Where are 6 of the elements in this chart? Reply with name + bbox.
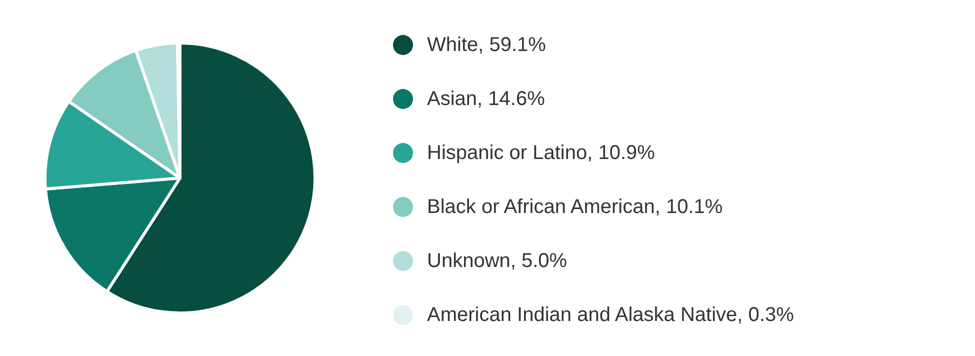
legend-label: Unknown, 5.0% [427,250,568,272]
legend-label: White, 59.1% [427,34,546,56]
legend-label: American Indian and Alaska Native, 0.3% [427,304,794,326]
legend-label: Asian, 14.6% [427,88,546,110]
legend-label: Hispanic or Latino, 10.9% [427,142,656,164]
legend-label: Black or African American, 10.1% [427,196,723,218]
